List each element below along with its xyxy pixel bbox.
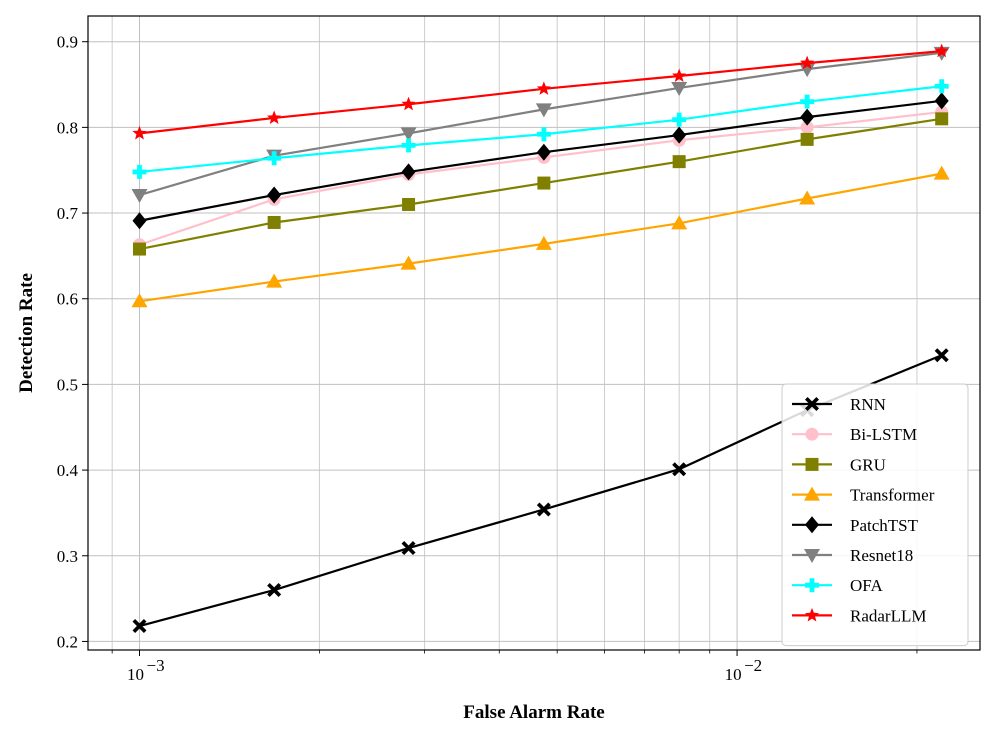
legend-label-rnn: RNN <box>850 395 886 414</box>
data-point-radarllm <box>267 110 282 125</box>
data-point-ofa <box>934 79 949 94</box>
series-gru <box>133 112 949 256</box>
series-ofa <box>132 79 949 179</box>
legend-label-patchtst: PatchTST <box>850 516 919 535</box>
data-point-ofa <box>267 151 282 166</box>
legend-marker-rnn <box>805 397 819 411</box>
y-tick-label: 0.8 <box>57 118 78 137</box>
y-tick-label: 0.7 <box>57 204 79 223</box>
legend-marker-gru <box>805 457 819 471</box>
legend-label-transformer: Transformer <box>850 486 935 505</box>
data-point-gru <box>402 197 416 211</box>
data-point-ofa <box>401 138 416 153</box>
data-point-radarllm <box>132 125 147 140</box>
x-tick-label: 10 <box>725 665 742 684</box>
x-tick-exponent: −2 <box>744 656 762 675</box>
legend-marker-transformer <box>804 486 820 501</box>
x-tick-exponent: −3 <box>147 656 165 675</box>
data-point-rnn <box>267 583 282 598</box>
data-point-rnn <box>672 462 687 477</box>
y-tick-label: 0.2 <box>57 632 78 651</box>
x-axis-label: False Alarm Rate <box>463 702 604 723</box>
data-point-transformer <box>933 165 950 180</box>
data-point-gru <box>133 242 147 256</box>
data-point-patchtst <box>672 126 687 144</box>
data-point-patchtst <box>132 212 147 230</box>
data-point-resnet18 <box>671 81 688 96</box>
data-point-transformer <box>400 255 417 270</box>
legend-entry-transformer: Transformer <box>792 486 935 505</box>
data-point-gru <box>672 155 686 169</box>
legend-entry-radarllm: RadarLLM <box>792 606 926 625</box>
data-point-radarllm <box>800 55 815 70</box>
data-point-rnn <box>934 348 949 363</box>
legend-marker-bi-lstm <box>805 427 819 441</box>
data-point-transformer <box>266 273 283 288</box>
data-point-patchtst <box>401 163 416 181</box>
data-point-ofa <box>672 112 687 127</box>
y-tick-label: 0.4 <box>57 461 79 480</box>
legend-label-bi-lstm: Bi-LSTM <box>850 425 917 444</box>
data-point-gru <box>935 112 949 126</box>
y-tick-label: 0.3 <box>57 547 78 566</box>
data-point-resnet18 <box>400 127 417 142</box>
data-point-rnn <box>536 502 551 517</box>
data-point-transformer <box>799 190 816 205</box>
y-tick-label: 0.6 <box>57 290 78 309</box>
legend-entry-ofa: OFA <box>792 576 883 595</box>
data-point-patchtst <box>934 92 949 110</box>
series-layer <box>131 43 950 634</box>
data-point-transformer <box>131 293 148 308</box>
data-point-radarllm <box>934 43 949 58</box>
data-point-radarllm <box>401 96 416 111</box>
legend-marker-patchtst <box>805 516 819 534</box>
data-point-radarllm <box>536 81 551 95</box>
data-point-bi-lstm <box>800 120 814 134</box>
data-point-patchtst <box>267 186 282 204</box>
legend-entry-resnet18: Resnet18 <box>792 546 913 565</box>
data-point-resnet18 <box>799 63 816 78</box>
data-point-gru <box>537 176 551 190</box>
legend-box <box>781 383 969 647</box>
data-point-resnet18 <box>535 103 552 118</box>
x-tick-label: 10 <box>127 665 144 684</box>
data-point-radarllm <box>672 68 687 83</box>
data-point-ofa <box>132 164 147 179</box>
data-point-patchtst <box>536 143 551 161</box>
plot-frame <box>87 15 981 651</box>
legend-label-radarllm: RadarLLM <box>850 606 926 625</box>
data-point-resnet18 <box>131 189 148 204</box>
legend-entry-patchtst: PatchTST <box>792 516 919 535</box>
legend: RNN Bi-LSTM GRU Transformer PatchTST Resnet18… <box>781 383 969 647</box>
legend-label-ofa: OFA <box>850 576 883 595</box>
legend-label-gru: GRU <box>850 455 886 474</box>
data-point-ofa <box>536 127 551 142</box>
data-point-gru <box>800 132 814 146</box>
legend-marker-resnet18 <box>804 549 820 563</box>
legend-marker-ofa <box>805 578 819 593</box>
y-tick-label: 0.5 <box>57 375 78 394</box>
data-point-transformer <box>671 215 688 230</box>
series-patchtst <box>132 92 949 230</box>
legend-entry-gru: GRU <box>792 455 886 474</box>
legend-entry-bi-lstm: Bi-LSTM <box>792 425 917 444</box>
data-point-ofa <box>800 94 815 109</box>
y-axis-label: Detection Rate <box>16 273 37 393</box>
data-point-gru <box>267 215 281 229</box>
data-point-rnn <box>401 541 416 556</box>
data-point-rnn <box>132 619 147 634</box>
legend-marker-radarllm <box>804 607 820 622</box>
series-transformer <box>131 165 950 308</box>
data-point-transformer <box>535 235 552 250</box>
legend-entry-rnn: RNN <box>792 395 886 414</box>
y-tick-label: 0.9 <box>57 33 78 52</box>
data-point-patchtst <box>800 108 815 126</box>
series-radarllm <box>132 43 949 140</box>
axis-ticks: 10 −3 10 −20.20.30.40.50.60.70.80.9 <box>57 33 918 684</box>
legend-label-resnet18: Resnet18 <box>850 546 913 565</box>
